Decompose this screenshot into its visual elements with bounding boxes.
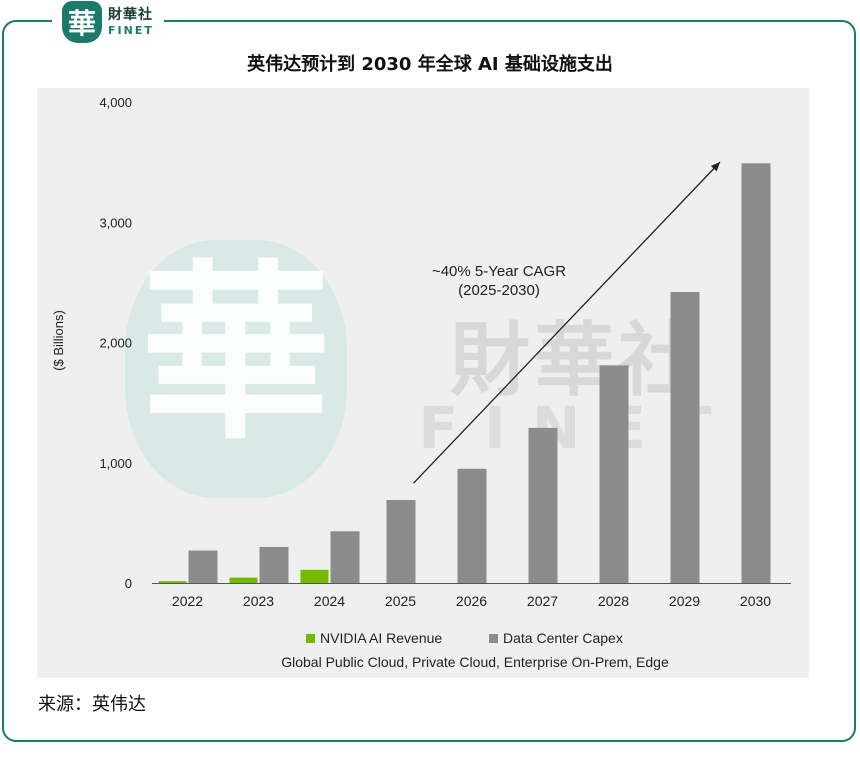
source-note: 来源：英伟达 <box>38 694 146 715</box>
bar-data-center-capex <box>386 500 416 583</box>
x-tick-label: 2026 <box>456 593 487 609</box>
chart-title: 英伟达预计到 2030 年全球 AI 基础设施支出 <box>247 54 613 75</box>
legend-label-capex: Data Center Capex <box>503 630 623 646</box>
x-tick-label: 2030 <box>740 593 771 609</box>
x-tick-label: 2024 <box>314 593 345 609</box>
logo-text: 財華社 FINET <box>108 8 154 36</box>
logo-en: FINET <box>108 24 154 37</box>
watermark-cn: 財華社 <box>450 314 702 407</box>
watermark-en: FINET <box>419 394 738 462</box>
cagr-annotation-line2: (2025-2030) <box>458 282 540 299</box>
bar-data-center-capex <box>330 531 360 583</box>
watermark-seal <box>125 240 347 498</box>
y-tick-label: 0 <box>125 576 132 591</box>
x-tick-label: 2028 <box>598 593 629 609</box>
watermark-seal-char: 華 <box>141 242 331 465</box>
legend-swatch-capex <box>489 634 498 643</box>
bar-data-center-capex <box>599 365 629 583</box>
finet-seal-icon: 華 <box>62 1 102 43</box>
y-tick-label: 3,000 <box>99 215 132 230</box>
x-tick-label: 2025 <box>385 593 416 609</box>
chart-frame <box>2 20 856 742</box>
bar-data-center-capex <box>528 427 558 583</box>
bar-nvidia-ai-revenue <box>158 581 187 583</box>
y-tick-label: 4,000 <box>99 95 132 110</box>
y-tick-label: 1,000 <box>99 456 132 471</box>
finet-logo: 華 財華社 FINET <box>52 0 164 44</box>
y-tick-label: 2,000 <box>99 336 132 351</box>
x-tick-label: 2022 <box>172 593 203 609</box>
bar-data-center-capex <box>259 546 289 583</box>
bar-data-center-capex <box>188 550 218 583</box>
x-tick-label: 2027 <box>527 593 558 609</box>
bar-data-center-capex <box>457 468 487 583</box>
logo-cn: 財華社 <box>108 7 153 23</box>
x-tick-label: 2023 <box>243 593 274 609</box>
cagr-annotation-line1: ~40% 5-Year CAGR <box>432 263 566 280</box>
legend-label-nvidia: NVIDIA AI Revenue <box>320 630 442 646</box>
cagr-arrow-line <box>413 161 721 484</box>
bar-data-center-capex <box>670 291 700 583</box>
y-axis-label: ($ Billions) <box>51 310 66 371</box>
bar-data-center-capex <box>741 163 771 583</box>
legend-swatch-nvidia <box>306 634 315 643</box>
x-tick-label: 2029 <box>669 593 700 609</box>
bar-nvidia-ai-revenue <box>300 569 329 583</box>
bar-nvidia-ai-revenue <box>229 577 258 583</box>
legend-subtitle: Global Public Cloud, Private Cloud, Ente… <box>281 654 669 670</box>
cagr-arrow-head <box>710 162 720 172</box>
